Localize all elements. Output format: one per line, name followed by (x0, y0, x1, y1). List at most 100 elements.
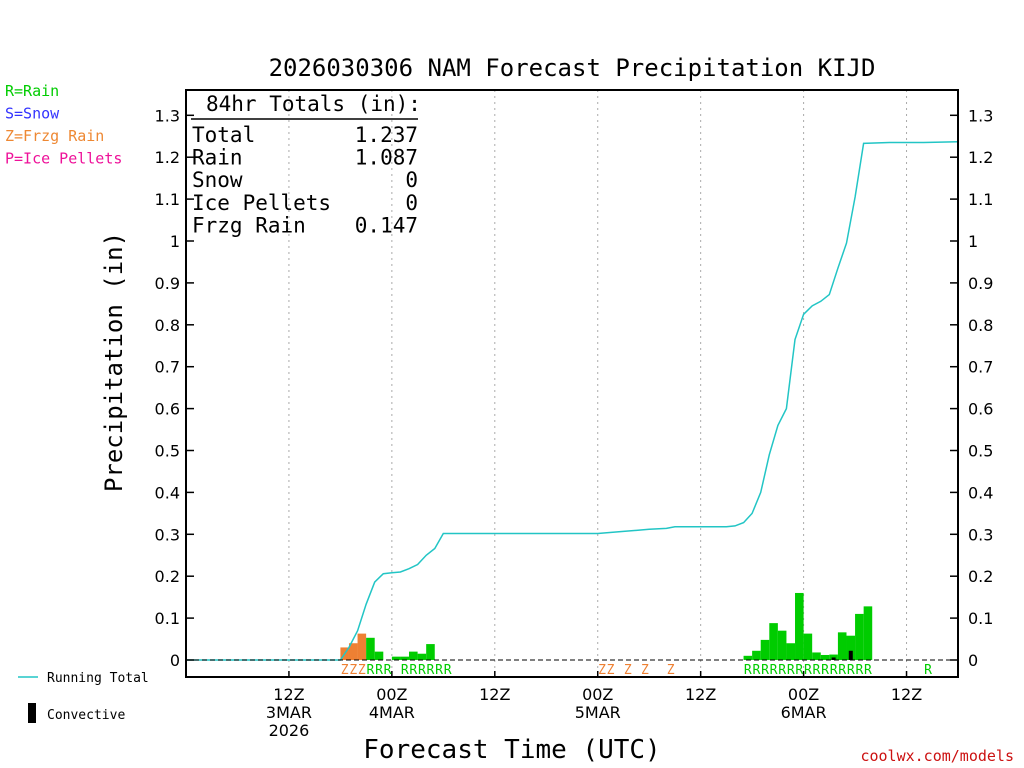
rain-bar (855, 613, 864, 660)
running-total-legend-label: Running Total (47, 671, 149, 686)
rain-bar (812, 652, 821, 660)
x-tick-label: 12Z (273, 685, 304, 704)
rain-bar (374, 651, 384, 660)
y-tick-label-left: 0.7 (155, 358, 180, 377)
precip-type-mark: R (813, 663, 821, 678)
y-tick-label-right: 1.1 (968, 190, 993, 209)
x-tick-label: 4MAR (369, 703, 415, 722)
x-tick-label: 6MAR (781, 703, 827, 722)
rain-bar (863, 606, 873, 660)
precip-type-mark: R (795, 663, 803, 678)
precip-type-mark: Z (641, 663, 649, 678)
rain-bar (743, 655, 753, 660)
type-legend-item: Z=Frzg Rain (5, 127, 104, 145)
rain-bar (426, 644, 435, 660)
precip-type-mark: Z (624, 663, 632, 678)
y-axis-label: Precipitation (in) (100, 232, 128, 492)
rain-bar (391, 656, 401, 660)
totals-row-value: 0.147 (355, 213, 418, 237)
rain-bar (400, 656, 410, 660)
totals-row-label: Rain (192, 146, 243, 170)
rain-bar (786, 643, 796, 660)
precip-type-mark: R (384, 663, 392, 678)
convective-legend-label: Convective (47, 708, 125, 723)
precip-type-mark: R (435, 663, 443, 678)
x-tick-label: 12Z (479, 685, 510, 704)
convective-bar (831, 657, 836, 660)
y-tick-label-left: 1.1 (155, 190, 180, 209)
y-tick-label-right: 0.6 (968, 400, 993, 419)
rain-bar (760, 639, 770, 660)
precip-type-mark: R (864, 663, 872, 678)
convective-bar (848, 650, 853, 660)
rain-bar (777, 630, 787, 660)
totals-row-value: 1.087 (355, 146, 418, 170)
precip-type-mark: R (821, 663, 829, 678)
precip-type-mark: Z (667, 663, 675, 678)
totals-row-label: Total (192, 123, 255, 147)
y-tick-label-right: 1.3 (968, 106, 993, 125)
type-legend-item: R=Rain (5, 82, 59, 100)
y-tick-label-left: 0.5 (155, 442, 180, 461)
frzg-rain-bar (348, 643, 358, 660)
y-tick-label-right: 1 (968, 232, 978, 251)
x-tick-label: 3MAR (266, 703, 312, 722)
y-tick-label-left: 0.4 (155, 483, 180, 502)
precip-type-mark: R (401, 663, 409, 678)
chart-title: 2026030306 NAM Forecast Precipitation KI… (269, 54, 876, 82)
totals-box: 84hr Totals (in): Total 1.237 Rain 1.087 Sno… (191, 92, 421, 237)
precip-type-legend: R=Rain S=Snow Z=Frzg Rain P=Ice Pellets (5, 82, 122, 168)
y-tick-label-right: 0.9 (968, 274, 993, 293)
rain-bar (795, 592, 804, 660)
precip-type-mark: R (367, 663, 375, 678)
y-tick-label-left: 1.2 (155, 148, 180, 167)
convective-legend-swatch (28, 703, 36, 723)
y-tick-label-left: 1 (170, 232, 180, 251)
totals-row-label: Ice Pellets (192, 191, 331, 215)
y-tick-label-left: 0 (170, 651, 180, 670)
y-tick-label-right: 0.8 (968, 316, 993, 335)
totals-row-value: 0 (405, 168, 418, 192)
totals-row-label: Frzg Rain (192, 213, 306, 237)
x-axis-label: Forecast Time (UTC) (363, 735, 660, 765)
rain-bar (837, 632, 847, 660)
rain-bar (820, 654, 830, 660)
rain-bar (769, 623, 778, 660)
precip-bars (340, 592, 873, 660)
precip-type-mark: Z (341, 663, 349, 678)
precip-type-mark: R (924, 663, 932, 678)
precip-type-mark: R (744, 663, 752, 678)
precip-type-mark: R (753, 663, 761, 678)
precip-type-mark: R (804, 663, 812, 678)
frzg-rain-bar (357, 633, 367, 660)
y-tick-label-left: 0.6 (155, 400, 180, 419)
precip-type-mark: R (830, 663, 838, 678)
x-tick-label: 00Z (788, 685, 819, 704)
precip-type-mark: R (761, 663, 769, 678)
running-total-layer (186, 140, 959, 661)
x-tick-label: 12Z (891, 685, 922, 704)
type-legend-item: P=Ice Pellets (5, 150, 122, 168)
precip-type-mark: Z (349, 663, 357, 678)
running-total-line (186, 140, 959, 661)
y-tick-label-left: 0.8 (155, 316, 180, 335)
rain-bar (829, 654, 838, 660)
y-tick-label-right: 0.1 (968, 609, 993, 628)
x-tick-label: 00Z (582, 685, 613, 704)
precip-type-mark: R (855, 663, 863, 678)
y-tick-label-left: 1.3 (155, 106, 180, 125)
rain-bar (366, 637, 375, 660)
y-axis-ticks: 0 00.1 0.10.2 0.20.3 0.30.4 0.40.5 0.50.6 0.60.… (155, 106, 994, 670)
y-tick-label-right: 0.7 (968, 358, 993, 377)
precip-type-mark: Z (607, 663, 615, 678)
y-tick-label-left: 0.1 (155, 609, 180, 628)
precip-type-mark: R (375, 663, 383, 678)
precip-type-mark: R (770, 663, 778, 678)
grid-lines (288, 90, 908, 677)
y-tick-label-right: 0.3 (968, 525, 993, 544)
rain-bar (752, 650, 761, 660)
totals-row-value: 0 (405, 191, 418, 215)
